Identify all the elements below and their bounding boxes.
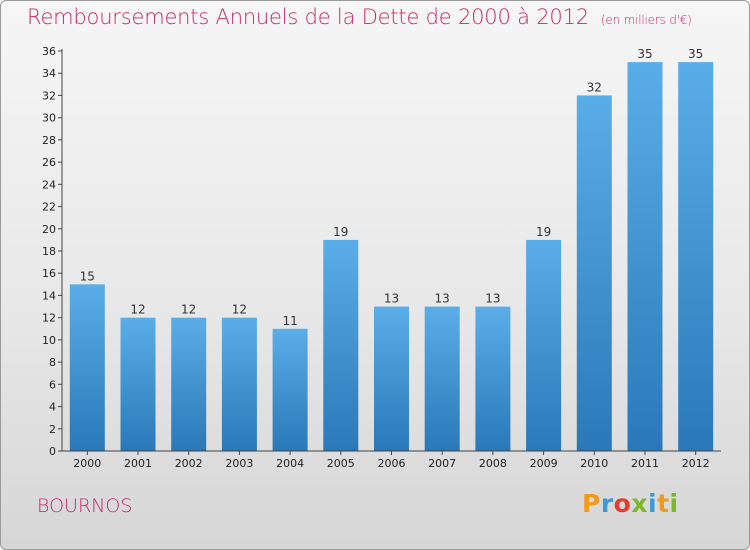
y-tick-label: 8 [49, 356, 56, 369]
x-tick-label: 2004 [276, 457, 304, 470]
value-label: 35 [688, 47, 703, 61]
x-tick-label: 2003 [225, 457, 253, 470]
x-tick-label: 2010 [580, 457, 608, 470]
chart-title: Remboursements Annuels de la Dette de 20… [27, 5, 692, 29]
value-label: 19 [536, 225, 551, 239]
logo-letter: o [613, 489, 632, 518]
y-tick-label: 24 [42, 178, 56, 191]
y-tick-label: 20 [42, 223, 56, 236]
chart-title-text: Remboursements Annuels de la Dette de 20… [27, 5, 589, 29]
bar [576, 95, 612, 452]
axes-group [58, 49, 721, 455]
y-tick-label: 2 [49, 423, 56, 436]
y-tick-label: 28 [42, 134, 56, 147]
value-label: 12 [130, 303, 145, 317]
y-tick-label: 18 [42, 245, 56, 258]
bar [526, 239, 562, 451]
value-label: 12 [181, 303, 196, 317]
y-tick-label: 14 [42, 289, 56, 302]
value-label: 35 [637, 47, 652, 61]
y-tick-label: 26 [42, 156, 56, 169]
bar [678, 62, 714, 451]
y-tick-label: 10 [42, 334, 56, 347]
bar [69, 284, 105, 451]
y-tick-label: 34 [42, 67, 56, 80]
x-tick-label: 2000 [73, 457, 101, 470]
x-tick-label: 2011 [631, 457, 659, 470]
bar [374, 306, 409, 451]
y-tick-label: 6 [49, 378, 56, 391]
x-tick-label: 2009 [530, 457, 558, 470]
bars-group [69, 62, 714, 452]
proxiti-logo[interactable]: Proxiti [582, 489, 679, 518]
y-tick-label: 12 [42, 312, 56, 325]
value-label: 11 [282, 314, 297, 328]
y-tick-label: 36 [42, 45, 56, 58]
bar [475, 306, 511, 451]
y-tick-label: 22 [42, 201, 56, 214]
logo-letter: i [669, 489, 679, 518]
logo-letter: r [600, 489, 614, 518]
value-label: 13 [384, 292, 399, 306]
x-tick-label: 2001 [124, 457, 152, 470]
bar [424, 306, 460, 451]
bar [627, 62, 663, 451]
value-label: 32 [587, 80, 602, 94]
bar [272, 328, 308, 451]
x-tick-label: 2002 [175, 457, 203, 470]
bar [221, 317, 257, 451]
logo-letter: t [657, 489, 670, 518]
logo-letter: i [648, 489, 658, 518]
bar [323, 239, 359, 451]
logo-letter: P [582, 489, 601, 518]
value-label: 12 [232, 303, 247, 317]
x-tick-label: 2012 [682, 457, 710, 470]
y-tick-label: 4 [49, 401, 56, 414]
labels-group: 1520001220011220021220031120041920051320… [42, 45, 710, 470]
logo-letter: x [631, 489, 648, 518]
x-tick-label: 2008 [479, 457, 507, 470]
y-tick-label: 0 [49, 445, 56, 458]
x-tick-label: 2007 [428, 457, 456, 470]
value-label: 19 [333, 225, 348, 239]
bar [120, 317, 156, 451]
place-name: BOURNOS [37, 495, 133, 517]
x-tick-label: 2005 [327, 457, 355, 470]
bar [171, 317, 207, 451]
value-label: 13 [485, 292, 500, 306]
chart-unit: (en milliers d'€) [600, 13, 692, 27]
y-tick-label: 16 [42, 267, 56, 280]
y-tick-label: 32 [42, 89, 56, 102]
value-label: 13 [435, 292, 450, 306]
value-label: 15 [80, 269, 95, 283]
x-tick-label: 2006 [378, 457, 406, 470]
y-tick-label: 30 [42, 112, 56, 125]
